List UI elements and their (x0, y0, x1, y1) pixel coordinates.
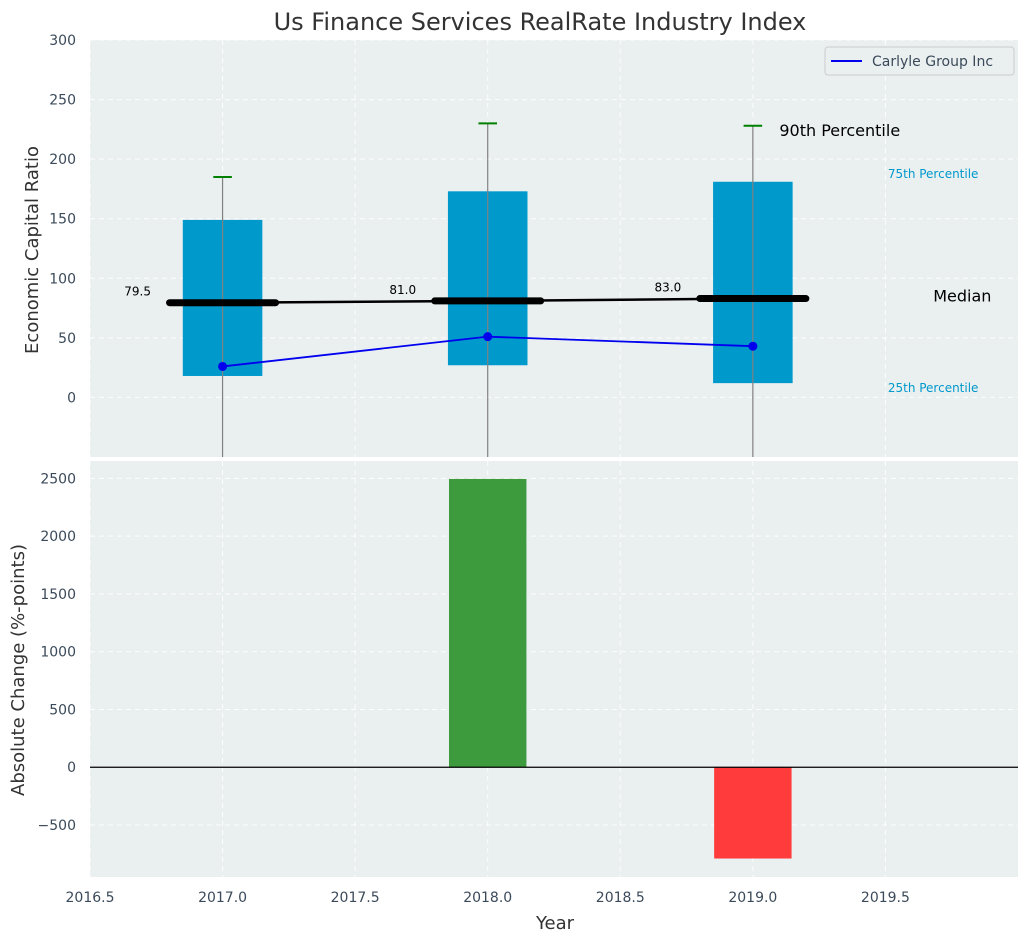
y-tick-label-top: 150 (49, 212, 76, 228)
x-tick-label: 2019.0 (728, 890, 777, 906)
chart-title: Us Finance Services RealRate Industry In… (274, 8, 807, 36)
x-tick-label: 2017.5 (331, 890, 380, 906)
change-bar-2019 (714, 767, 792, 859)
x-axis-label: Year (535, 913, 575, 934)
y-tick-label-top: 0 (67, 390, 76, 406)
x-tick-label: 2019.5 (861, 890, 910, 906)
change-bar-2018 (449, 478, 527, 768)
y-tick-label-bottom: 500 (49, 702, 76, 718)
y-tick-label-top: 200 (49, 152, 76, 168)
annotation-90th-percentile: 90th Percentile (779, 121, 900, 140)
legend-box (824, 46, 1015, 76)
y-tick-label-top: 250 (49, 93, 76, 109)
x-tick-label: 2018.0 (463, 890, 512, 906)
company-point-2019 (748, 341, 758, 351)
y-tick-label-top: 100 (49, 271, 76, 287)
plot-area-bottom (90, 461, 1018, 877)
y-tick-label-top: 50 (58, 331, 76, 347)
y-tick-label-bottom: −500 (38, 818, 76, 834)
bottom-panel: −500 0 500 1000 1500 2000 2500 2016.5 2017.0 2017… (38, 461, 1018, 906)
x-tick-label: 2018.5 (596, 890, 645, 906)
annotation-75th-percentile: 75th Percentile (888, 167, 979, 181)
y-tick-label-bottom: 2500 (40, 471, 76, 487)
median-value-label: 79.5 (124, 285, 151, 299)
y-tick-label-bottom: 0 (67, 760, 76, 776)
x-tick-label: 2016.5 (66, 890, 115, 906)
y-tick-label-top: 300 (49, 33, 76, 49)
median-value-label: 81.0 (389, 283, 416, 297)
y-tick-label-bottom: 2000 (40, 529, 76, 545)
y-tick-label-bottom: 1000 (40, 645, 76, 661)
annotation-median: Median (933, 287, 991, 306)
y-axis-label-top: Economic Capital Ratio (22, 146, 43, 354)
y-tick-label-bottom: 1500 (40, 587, 76, 603)
median-value-label: 83.0 (655, 281, 682, 295)
x-tick-label: 2017.0 (198, 890, 247, 906)
annotation-25th-percentile: 25th Percentile (888, 381, 979, 395)
company-point-2017 (218, 361, 228, 371)
top-panel: 0 50 100 150 200 250 300 79.5 81.0 83.0 90th Perce… (49, 33, 1018, 457)
company-point-2018 (483, 332, 493, 342)
y-axis-label-bottom: Absolute Change (%-points) (8, 544, 29, 796)
legend-label: Carlyle Group Inc (872, 54, 993, 70)
legend: Carlyle Group Inc (824, 46, 1015, 76)
